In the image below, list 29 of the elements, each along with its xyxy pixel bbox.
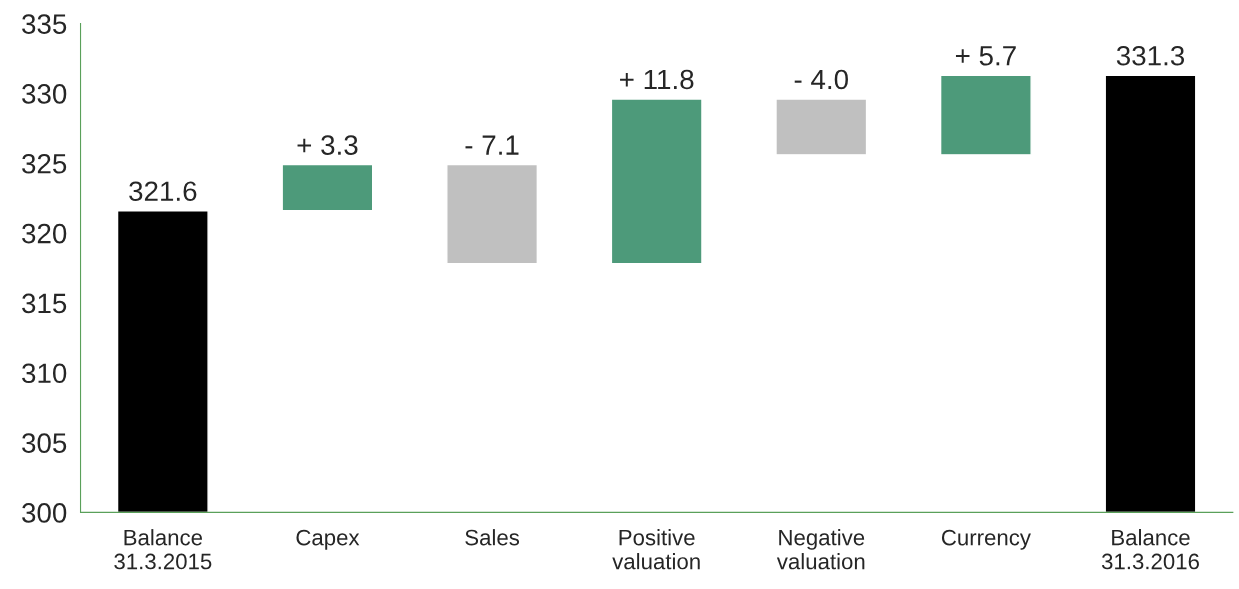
x-tick-label: Sales bbox=[465, 529, 520, 546]
x-tick-label: Capex bbox=[296, 529, 360, 550]
bar bbox=[446, 163, 539, 265]
x-tick-label: Positive valuation bbox=[612, 529, 700, 570]
data-label: - 7.1 bbox=[465, 135, 519, 155]
x-tick-label: Negative valuation bbox=[776, 529, 865, 570]
y-tick-label: 335 bbox=[22, 14, 67, 34]
data-label: 321.6 bbox=[129, 181, 197, 202]
data-label: - 4.0 bbox=[794, 69, 848, 90]
bar bbox=[116, 210, 209, 513]
x-tick-label: Balance 31.3.2015 bbox=[114, 529, 212, 570]
bar bbox=[775, 98, 868, 156]
y-tick-label: 310 bbox=[22, 363, 67, 384]
data-label: + 5.7 bbox=[955, 46, 1016, 66]
y-tick-label: 330 bbox=[22, 84, 67, 104]
x-tick-label: Balance 31.3.2016 bbox=[1101, 529, 1199, 570]
y-tick-label: 315 bbox=[22, 293, 67, 314]
x-tick-label: Currency bbox=[941, 529, 1031, 550]
bar bbox=[1104, 74, 1197, 513]
bar bbox=[939, 74, 1032, 156]
data-label: 331.3 bbox=[1116, 45, 1185, 66]
data-label: + 11.8 bbox=[620, 69, 694, 90]
y-tick-label: 300 bbox=[22, 503, 67, 523]
bar bbox=[281, 163, 374, 212]
data-label: + 3.3 bbox=[297, 135, 358, 155]
bar bbox=[610, 98, 703, 265]
y-tick-label: 320 bbox=[22, 223, 67, 244]
y-tick-label: 305 bbox=[22, 433, 67, 453]
y-tick-label: 325 bbox=[22, 153, 67, 174]
